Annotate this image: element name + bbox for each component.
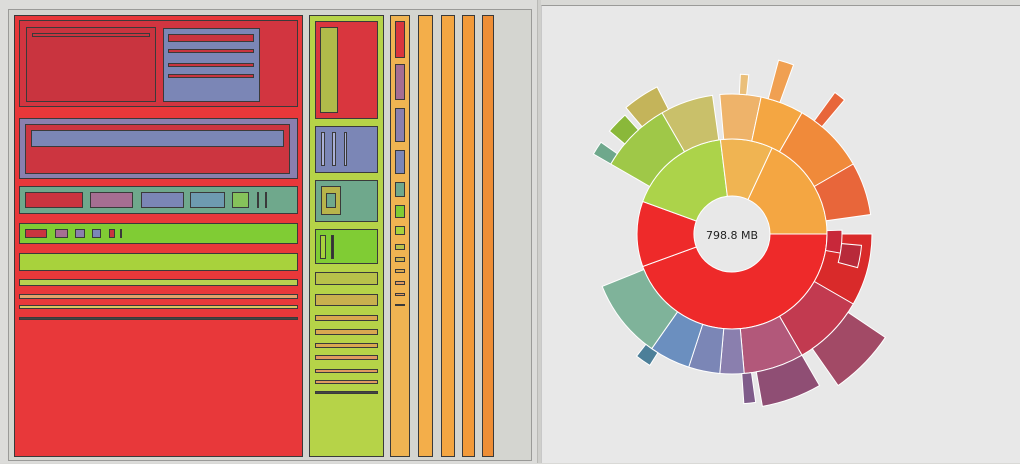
- treemap-block-yellow-column[interactable]: [390, 15, 410, 457]
- treemap-block[interactable]: [482, 15, 494, 457]
- treemap-block[interactable]: [441, 15, 455, 457]
- sunburst-segment[interactable]: [601, 268, 679, 350]
- sunburst-segment[interactable]: [625, 86, 670, 128]
- treemap-block[interactable]: [19, 317, 298, 320]
- treemap-block[interactable]: [163, 28, 260, 102]
- treemap-block[interactable]: [395, 293, 405, 296]
- treemap-frame[interactable]: [8, 9, 532, 461]
- treemap-block[interactable]: [25, 124, 290, 174]
- treemap-block[interactable]: [395, 64, 405, 100]
- treemap-block[interactable]: [395, 21, 405, 58]
- sunburst-segment[interactable]: [824, 229, 843, 254]
- treemap-block[interactable]: [462, 15, 475, 457]
- treemap-block-green-column[interactable]: [309, 15, 384, 457]
- treemap-block[interactable]: [232, 192, 249, 208]
- treemap-block-main[interactable]: [14, 15, 303, 457]
- treemap-block[interactable]: [395, 257, 405, 262]
- treemap-block[interactable]: [331, 235, 334, 259]
- treemap-block[interactable]: [90, 192, 133, 208]
- treemap-block[interactable]: [168, 49, 254, 53]
- treemap-block[interactable]: [332, 132, 336, 166]
- treemap-block[interactable]: [395, 281, 405, 285]
- treemap-block[interactable]: [315, 21, 378, 119]
- treemap-block[interactable]: [395, 269, 405, 273]
- treemap-block[interactable]: [19, 186, 298, 214]
- treemap-block[interactable]: [257, 192, 259, 208]
- sunburst-segment[interactable]: [767, 59, 795, 104]
- treemap-block[interactable]: [320, 27, 338, 113]
- sunburst-segment[interactable]: [592, 141, 619, 165]
- treemap-block[interactable]: [395, 108, 405, 142]
- treemap-block[interactable]: [315, 369, 378, 373]
- sunburst-segment[interactable]: [661, 94, 720, 153]
- sunburst-segment[interactable]: [813, 91, 846, 128]
- treemap-block[interactable]: [19, 253, 298, 271]
- treemap-block[interactable]: [190, 192, 225, 208]
- treemap-block[interactable]: [315, 272, 378, 285]
- treemap-block[interactable]: [26, 27, 156, 102]
- treemap-block[interactable]: [315, 380, 378, 384]
- treemap-block[interactable]: [315, 315, 378, 321]
- treemap-block[interactable]: [321, 132, 325, 166]
- sunburst-segment[interactable]: [741, 372, 757, 405]
- treemap-block[interactable]: [395, 205, 405, 218]
- treemap-block[interactable]: [19, 294, 298, 299]
- treemap-block[interactable]: [55, 229, 68, 238]
- sunburst-pane[interactable]: 798.8 MB: [541, 5, 1020, 463]
- treemap-block[interactable]: [315, 329, 378, 335]
- sunburst-segment[interactable]: [738, 73, 750, 96]
- sunburst-segment[interactable]: [811, 311, 887, 387]
- treemap-block[interactable]: [320, 235, 326, 259]
- treemap-block[interactable]: [315, 126, 378, 173]
- treemap-block[interactable]: [395, 244, 405, 250]
- treemap-block[interactable]: [395, 150, 405, 174]
- sunburst-segment[interactable]: [813, 163, 872, 222]
- treemap-block[interactable]: [32, 33, 150, 37]
- treemap-block[interactable]: [19, 118, 298, 179]
- sunburst-segment[interactable]: [755, 354, 821, 407]
- treemap-block[interactable]: [315, 180, 378, 222]
- treemap-block[interactable]: [31, 130, 284, 147]
- treemap-block[interactable]: [315, 391, 378, 394]
- treemap-block[interactable]: [168, 63, 254, 67]
- treemap-block[interactable]: [25, 192, 83, 208]
- sunburst-segment[interactable]: [608, 114, 640, 145]
- treemap-block[interactable]: [315, 343, 378, 348]
- treemap-block[interactable]: [19, 305, 298, 309]
- treemap-block[interactable]: [141, 192, 184, 208]
- treemap-block[interactable]: [315, 229, 378, 264]
- treemap-block[interactable]: [315, 355, 378, 360]
- treemap-block[interactable]: [92, 229, 101, 238]
- treemap-block[interactable]: [19, 279, 298, 286]
- treemap-block[interactable]: [75, 229, 85, 238]
- treemap-block[interactable]: [25, 229, 47, 238]
- treemap-block[interactable]: [120, 229, 122, 238]
- treemap-block[interactable]: [265, 192, 267, 208]
- treemap-block[interactable]: [395, 304, 405, 306]
- treemap-block[interactable]: [168, 34, 254, 42]
- sunburst-segment[interactable]: [635, 343, 659, 367]
- treemap-block[interactable]: [168, 74, 254, 78]
- treemap-block[interactable]: [326, 193, 336, 208]
- treemap-block[interactable]: [395, 226, 405, 235]
- treemap-block[interactable]: [19, 223, 298, 244]
- treemap-pane[interactable]: [0, 0, 537, 463]
- treemap-block[interactable]: [19, 20, 298, 107]
- pane-splitter[interactable]: [537, 0, 541, 463]
- treemap-block[interactable]: [418, 15, 433, 457]
- treemap-block[interactable]: [109, 229, 115, 238]
- treemap-block[interactable]: [344, 132, 347, 166]
- treemap-block[interactable]: [321, 186, 341, 215]
- sunburst-chart[interactable]: [542, 6, 1020, 464]
- treemap-block[interactable]: [395, 182, 405, 197]
- treemap-block[interactable]: [315, 294, 378, 306]
- sunburst-segment[interactable]: [837, 243, 863, 269]
